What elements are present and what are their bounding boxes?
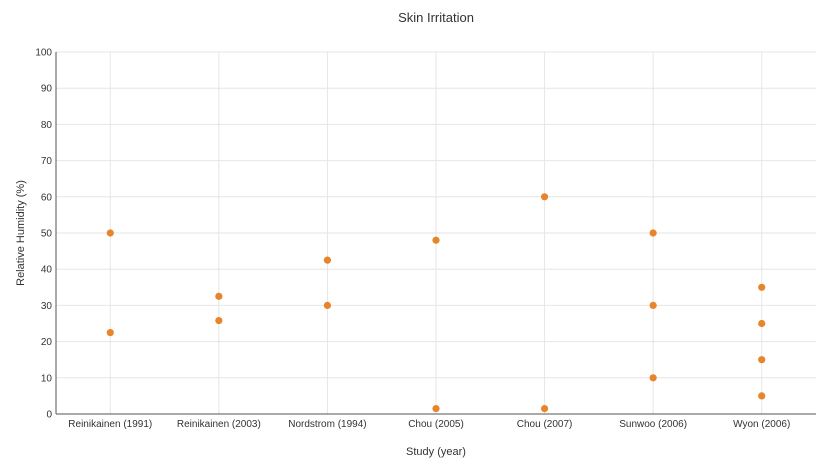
data-point xyxy=(758,283,766,291)
y-tick-label: 90 xyxy=(41,84,53,95)
x-tick-label: Wyon (2006) xyxy=(733,419,790,430)
data-point xyxy=(649,301,657,309)
x-tick-label: Chou (2007) xyxy=(517,419,573,430)
x-tick-label: Reinikainen (1991) xyxy=(68,419,152,430)
data-point xyxy=(323,301,332,309)
y-tick-label: 50 xyxy=(41,229,53,240)
x-tick-labels: Reinikainen (1991) Reinikainen (2003) Nord… xyxy=(68,419,790,430)
grid-lines xyxy=(56,51,816,414)
x-tick-label: Reinikainen (2003) xyxy=(177,419,261,430)
data-point xyxy=(540,404,549,413)
data-point xyxy=(432,404,440,413)
data-point xyxy=(432,236,440,244)
data-point xyxy=(758,319,766,328)
data-point xyxy=(758,356,766,364)
data-point xyxy=(323,256,332,264)
data-point xyxy=(649,374,657,382)
y-tick-label: 60 xyxy=(41,192,53,203)
y-tick-label: 100 xyxy=(35,48,52,59)
x-axis-label: Study (year) xyxy=(406,446,466,458)
y-tick-label: 20 xyxy=(41,337,53,348)
data-point xyxy=(215,317,223,325)
data-point xyxy=(758,392,766,400)
y-tick-labels: 0 10 20 30 40 50 60 70 80 90 100 xyxy=(35,48,52,421)
data-point xyxy=(106,328,114,337)
y-tick-label: 80 xyxy=(41,120,53,131)
data-points xyxy=(106,193,766,413)
chart-title: Skin Irritation xyxy=(398,10,474,25)
data-point xyxy=(649,229,657,237)
y-tick-label: 0 xyxy=(46,410,52,421)
y-tick-label: 70 xyxy=(41,156,53,167)
x-tick-label: Chou (2005) xyxy=(408,419,464,430)
x-tick-label: Sunwoo (2006) xyxy=(619,419,687,430)
y-tick-label: 40 xyxy=(41,265,53,276)
x-tick-label: Nordstrom (1994) xyxy=(288,419,366,430)
data-point xyxy=(215,292,223,300)
data-point xyxy=(106,229,114,237)
y-tick-label: 10 xyxy=(41,373,53,384)
y-tick-label: 30 xyxy=(41,301,53,312)
y-axis-label: Relative Humidity (%) xyxy=(15,180,27,286)
data-point xyxy=(540,193,549,201)
